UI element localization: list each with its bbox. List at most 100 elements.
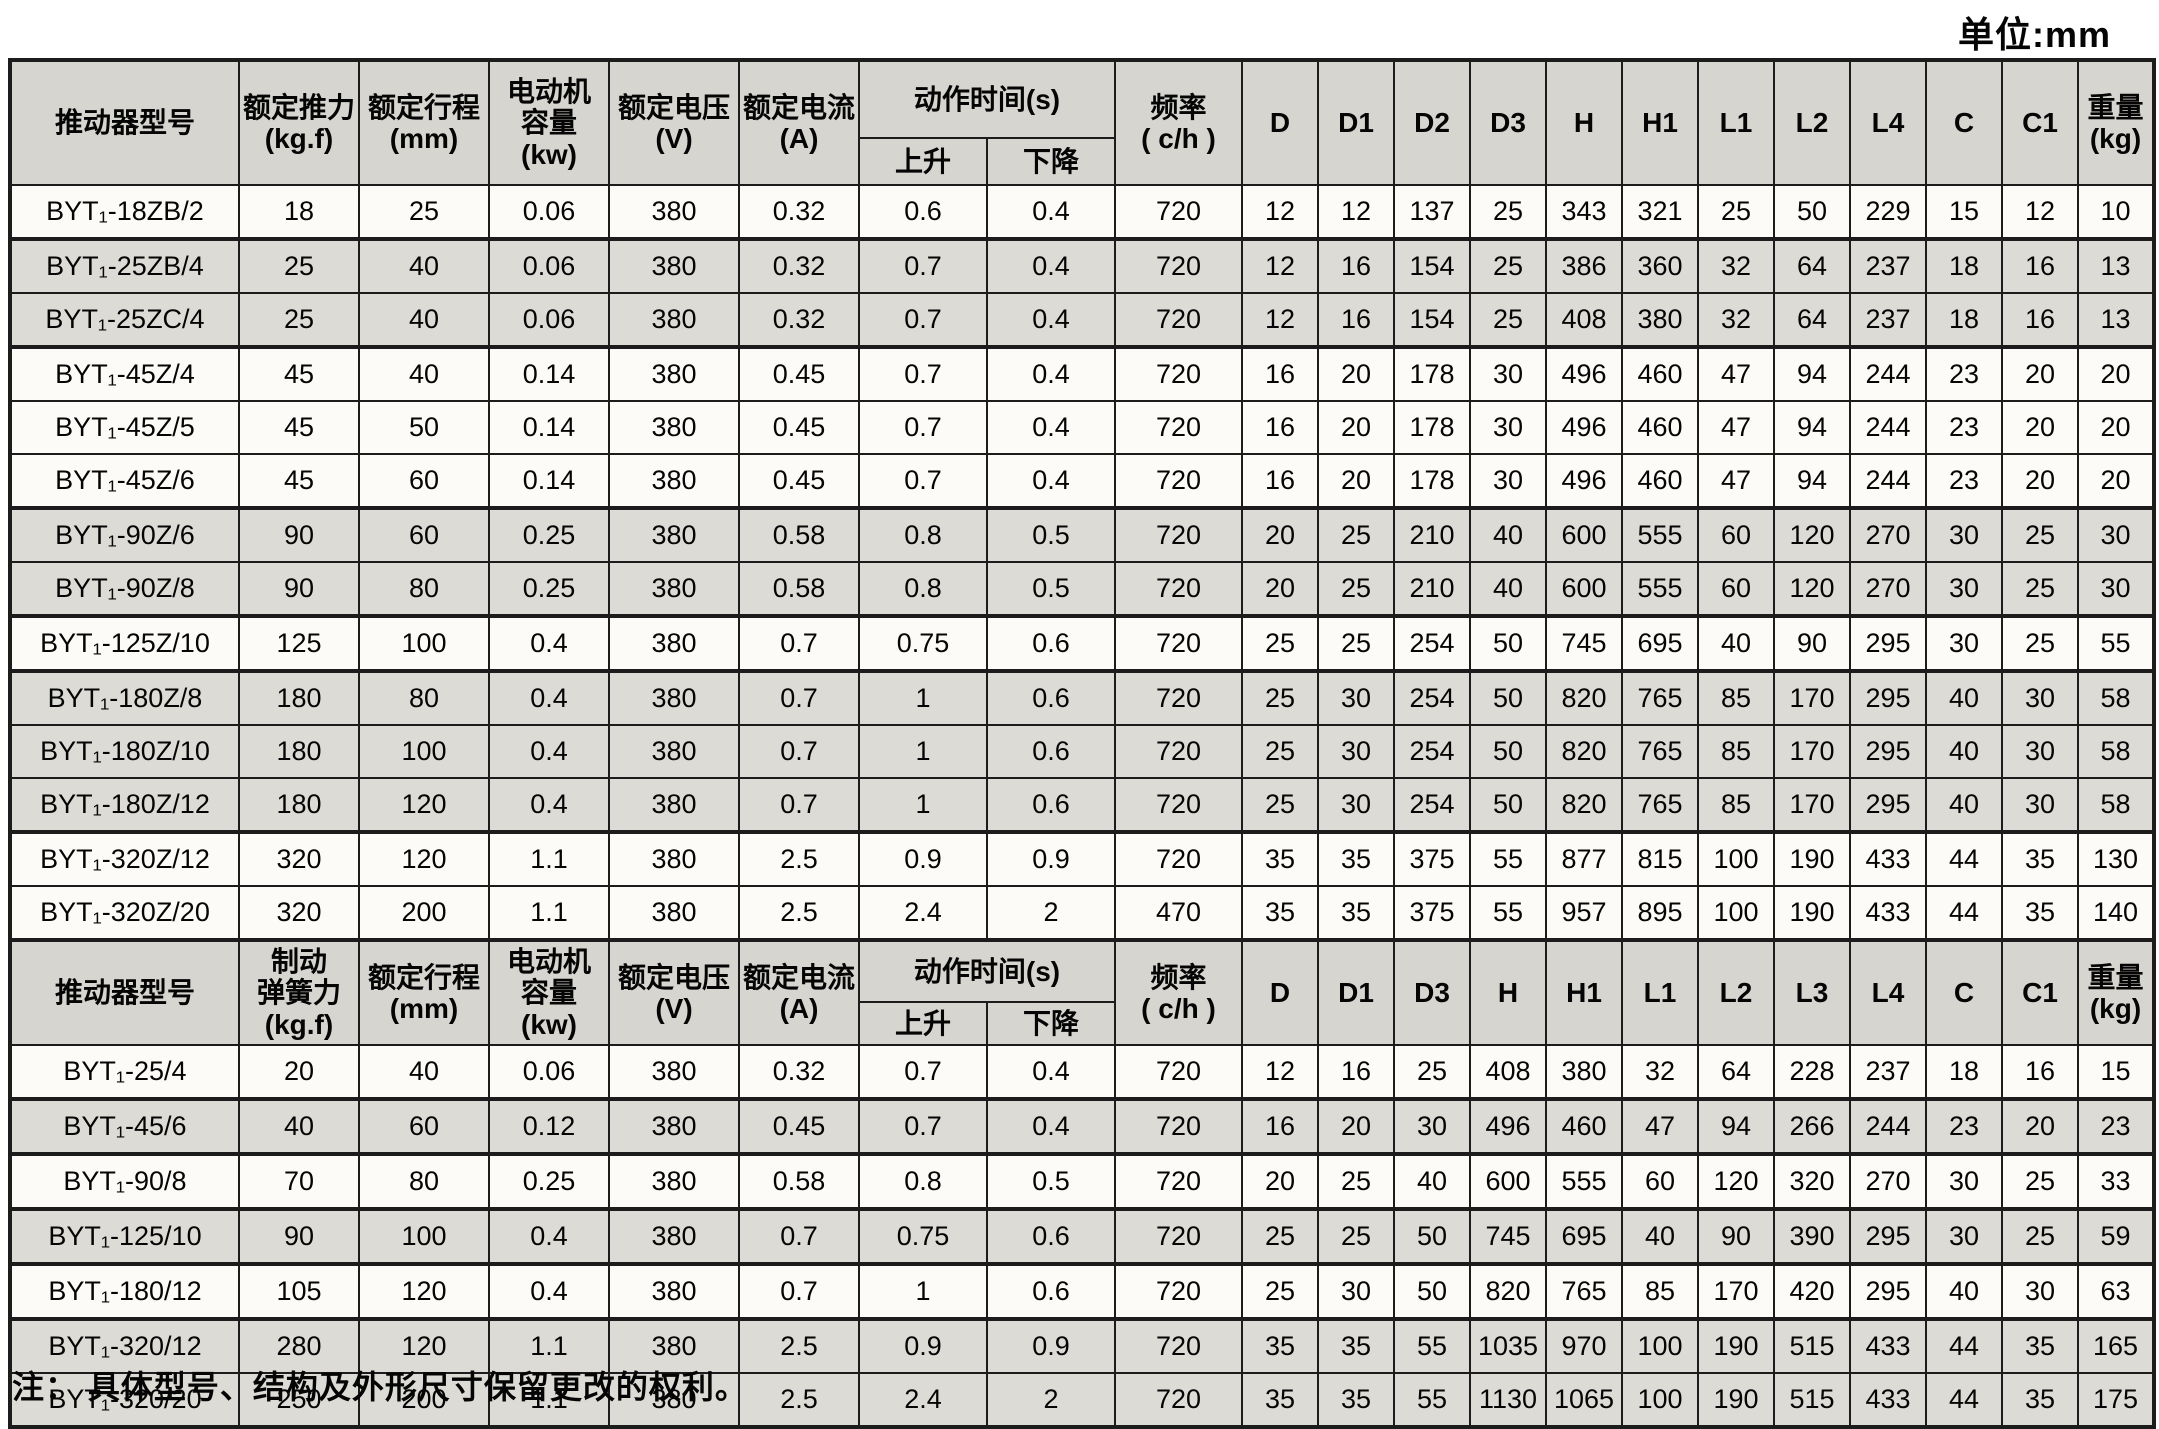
cell-fall: 2 <box>986 885 1116 941</box>
cell-rise: 0.7 <box>858 1044 988 1100</box>
cell-d3: 30 <box>1469 400 1547 455</box>
cell-stroke: 120 <box>358 777 490 833</box>
cell-c1: 25 <box>2001 561 2079 617</box>
cell-d3: 25 <box>1469 237 1547 294</box>
cell-c: 30 <box>1925 614 2003 672</box>
cell-l2: 64 <box>1773 292 1851 348</box>
cell-capacity: 0.06 <box>488 1044 610 1100</box>
cell-voltage: 380 <box>608 885 740 941</box>
cell-l4: 295 <box>1849 777 1927 833</box>
column-header-h: H <box>1545 59 1623 186</box>
cell-l2: 190 <box>1697 1372 1775 1428</box>
cell-rise: 0.6 <box>858 184 988 240</box>
cell-l1: 85 <box>1621 1262 1699 1320</box>
cell-h: 820 <box>1545 724 1623 779</box>
cell-rise: 2.4 <box>858 885 988 941</box>
cell-d: 35 <box>1241 885 1319 941</box>
column-header-thrust: 额定推力 (kg.f) <box>238 59 360 186</box>
cell-frequency: 720 <box>1114 614 1243 672</box>
cell-c: 18 <box>1925 237 2003 294</box>
table-row: BYT₁-18ZB/2 18 25 0.06 380 0.32 0.6 0.4 720 12 12 1… <box>9 184 2155 240</box>
cell-l3: 420 <box>1773 1262 1851 1320</box>
cell-l2: 120 <box>1773 561 1851 617</box>
cell-c: 30 <box>1925 506 2003 563</box>
cell-fall: 2 <box>986 1372 1116 1428</box>
cell-d1: 16 <box>1317 237 1395 294</box>
cell-l4: 244 <box>1849 400 1927 455</box>
cell-fall: 0.5 <box>986 561 1116 617</box>
cell-capacity: 0.14 <box>488 400 610 455</box>
column-header-voltage: 额定电压 (V) <box>608 59 740 186</box>
cell-frequency: 720 <box>1114 237 1243 294</box>
column-header-stroke: 额定行程 (mm) <box>358 938 490 1046</box>
cell-fall: 0.4 <box>986 453 1116 509</box>
cell-l2: 94 <box>1773 345 1851 402</box>
table-row: BYT₁-45/6 40 60 0.12 380 0.45 0.7 0.4 720 16 20 30 4… <box>9 1097 2155 1155</box>
cell-d: 25 <box>1241 669 1319 726</box>
cell-fall: 0.9 <box>986 830 1116 887</box>
cell-voltage: 380 <box>608 1152 740 1210</box>
cell-current: 0.7 <box>738 614 860 672</box>
cell-model: BYT₁-45/6 <box>9 1097 240 1155</box>
cell-thrust: 320 <box>238 830 360 887</box>
cell-d: 20 <box>1241 506 1319 563</box>
cell-model: BYT₁-180Z/10 <box>9 724 240 779</box>
cell-weight: 63 <box>2077 1262 2155 1320</box>
column-header-voltage: 额定电压 (V) <box>608 938 740 1046</box>
cell-thrust: 25 <box>238 292 360 348</box>
cell-l1: 60 <box>1697 561 1775 617</box>
table-row: BYT₁-90Z/6 90 60 0.25 380 0.58 0.8 0.5 720 20 25 21… <box>9 506 2155 563</box>
cell-d2: 254 <box>1393 669 1471 726</box>
cell-l2: 64 <box>1773 237 1851 294</box>
cell-thrust: 180 <box>238 777 360 833</box>
subheader-row-push-rod-type: 上升 下降 <box>10 137 2154 186</box>
cell-d1: 20 <box>1317 345 1395 402</box>
cell-rise: 0.8 <box>858 1152 988 1210</box>
cell-d3: 50 <box>1469 614 1547 672</box>
column-header-current: 额定电流 (A) <box>738 59 860 186</box>
cell-l4: 433 <box>1849 1317 1927 1374</box>
cell-h: 820 <box>1545 669 1623 726</box>
cell-c: 40 <box>1925 1262 2003 1320</box>
cell-c: 30 <box>1925 1152 2003 1210</box>
cell-current: 0.58 <box>738 561 860 617</box>
table-row: BYT₁-45Z/4 45 40 0.14 380 0.45 0.7 0.4 720 16 20 17… <box>9 345 2155 402</box>
cell-c: 18 <box>1925 1044 2003 1100</box>
cell-current: 0.45 <box>738 453 860 509</box>
column-header-weight: 重量 (kg) <box>2077 59 2155 186</box>
cell-weight: 130 <box>2077 830 2155 887</box>
cell-l4: 295 <box>1849 669 1927 726</box>
cell-l1: 32 <box>1697 237 1775 294</box>
cell-d3: 40 <box>1469 561 1547 617</box>
cell-l4: 433 <box>1849 1372 1927 1428</box>
cell-fall: 0.4 <box>986 1044 1116 1100</box>
cell-d3: 30 <box>1393 1097 1471 1155</box>
cell-stroke: 100 <box>358 724 490 779</box>
cell-c: 44 <box>1925 830 2003 887</box>
column-header-l3: L3 <box>1773 938 1851 1046</box>
cell-stroke: 120 <box>358 1262 490 1320</box>
cell-current: 0.32 <box>738 237 860 294</box>
cell-h: 408 <box>1469 1044 1547 1100</box>
cell-capacity: 1.1 <box>488 885 610 941</box>
cell-current: 0.45 <box>738 1097 860 1155</box>
column-header-d1: D1 <box>1317 59 1395 186</box>
cell-l1: 40 <box>1621 1207 1699 1265</box>
column-header-l2: L2 <box>1697 938 1775 1046</box>
cell-c1: 35 <box>2001 1372 2079 1428</box>
column-subheader-fall: 下降 <box>986 137 1116 186</box>
cell-h1: 695 <box>1621 614 1699 672</box>
cell-c1: 16 <box>2001 292 2079 348</box>
column-header-d: D <box>1241 59 1319 186</box>
cell-d3: 55 <box>1469 830 1547 887</box>
cell-frequency: 720 <box>1114 830 1243 887</box>
cell-d: 16 <box>1241 400 1319 455</box>
cell-h1: 765 <box>1621 669 1699 726</box>
cell-rise: 2.4 <box>858 1372 988 1428</box>
table-row: BYT₁-90Z/8 90 80 0.25 380 0.58 0.8 0.5 720 20 25 21… <box>9 561 2155 617</box>
cell-model: BYT₁-125Z/10 <box>9 614 240 672</box>
cell-spring-force: 40 <box>238 1097 360 1155</box>
table-row: BYT₁-125Z/10 125 100 0.4 380 0.7 0.75 0.6 720 25 2… <box>9 614 2155 672</box>
cell-thrust: 45 <box>238 400 360 455</box>
cell-fall: 0.6 <box>986 1207 1116 1265</box>
